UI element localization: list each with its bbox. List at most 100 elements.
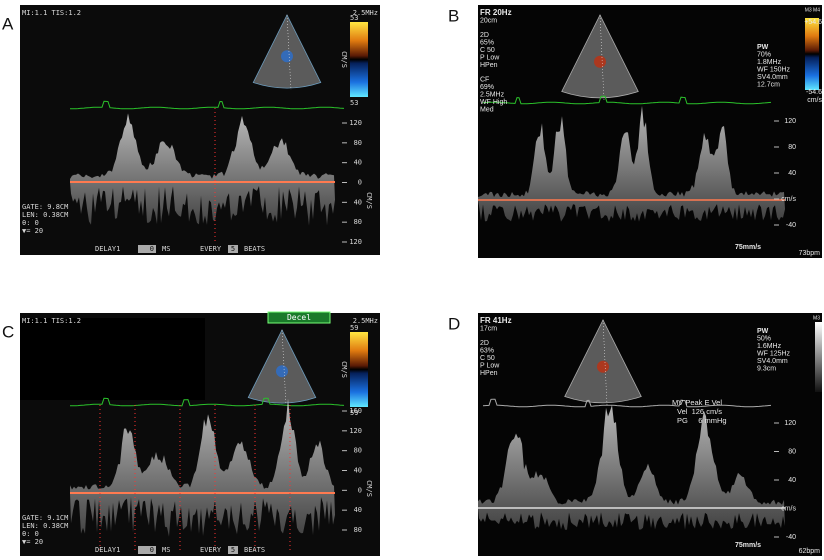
tick-label: 120 — [784, 118, 796, 125]
pw-info: WF 150Hz — [757, 66, 791, 73]
echo-color — [276, 365, 288, 378]
pw-info: PW — [757, 44, 769, 51]
footer: MS — [162, 546, 170, 554]
bar-title: M3 M4 — [805, 7, 821, 13]
gate-info: GATE: 9.8CM — [22, 203, 68, 211]
tick-label: 0 — [358, 486, 362, 494]
pw-info: SV4.0mm — [757, 358, 788, 365]
bar-title: M3 — [813, 315, 820, 321]
scale-min: 59 — [350, 409, 358, 417]
footer: MS — [162, 245, 170, 253]
pw-info: PW — [757, 328, 769, 335]
tick-label: 40 — [354, 467, 362, 475]
sample-line — [599, 14, 605, 101]
gate-info: LEN: 0.38CM — [22, 211, 68, 219]
tick-label: 120 — [349, 119, 362, 127]
scale-max: 59 — [350, 324, 358, 332]
mode-info: C 50 — [480, 355, 495, 362]
echo-color — [594, 55, 606, 68]
tick-label: 80 — [788, 448, 796, 455]
scale-unit: CM/S — [340, 361, 348, 378]
doppler-spectrum — [478, 405, 785, 530]
mode-info: 65% — [480, 39, 494, 46]
pw-info: 12.7cm — [757, 81, 780, 88]
gate-info: ▼= 20 — [22, 227, 43, 235]
scale-min: 53 — [350, 99, 358, 107]
gate-info: ▼= 20 — [22, 538, 43, 546]
bar-max: +54.6 — [804, 19, 822, 26]
mode-info: 2D — [480, 340, 489, 347]
value-box — [138, 546, 156, 554]
pw-info: SV4.0mm — [757, 74, 788, 81]
measurement: PG 6 mmHg — [677, 416, 727, 425]
panel-label: D — [448, 314, 460, 333]
pw-info: 70% — [757, 51, 771, 58]
footer-value: 5 — [231, 546, 235, 554]
tick-label: 80 — [788, 144, 796, 151]
pw-info: WF 125Hz — [757, 350, 791, 357]
frequency: 2.5MHz — [353, 317, 378, 325]
pw-info: 1.8MHz — [757, 59, 782, 66]
tick-label: 40 — [354, 198, 362, 206]
value-box — [138, 245, 156, 253]
mode-info: P Low — [480, 362, 500, 369]
mode-info: HPen — [480, 62, 498, 69]
header: MI:1.1 TIS:1.2 — [22, 317, 81, 325]
panel-bg — [20, 5, 380, 255]
value-box — [228, 245, 238, 253]
color-bar — [805, 18, 819, 90]
echo-color — [281, 50, 293, 63]
mode-info: 17cm — [480, 325, 497, 332]
tick-label: 120 — [784, 420, 796, 427]
tag: Decel — [287, 313, 311, 322]
header: MI:1.1 TIS:1.2 — [22, 9, 81, 17]
tick-label: -40 — [786, 222, 796, 229]
tick-label: 40 — [354, 159, 362, 167]
footer: EVERY — [200, 245, 222, 253]
ecg-trace — [482, 95, 772, 105]
gate-info: GATE: 9.1CM — [22, 514, 68, 522]
gate-info: LEN: 0.38CM — [22, 522, 68, 530]
ecg-trace — [482, 398, 772, 408]
measurement: MV Peak E Vel — [672, 398, 722, 407]
tick-label: cm/s — [781, 505, 796, 512]
mode-info: HPen — [480, 370, 498, 377]
panel-label: C — [2, 322, 14, 341]
mode-info: FR 20Hz — [480, 8, 512, 17]
mode-info: 2D — [480, 32, 489, 39]
bar-unit: cm/s — [807, 97, 822, 104]
mode-info: 69% — [480, 84, 494, 91]
gate-info: θ: 0 — [22, 219, 39, 227]
panel-bg — [478, 5, 822, 258]
doppler-spectrum — [478, 105, 785, 222]
ecg-trace — [70, 397, 345, 407]
doppler-spectrum — [70, 398, 335, 537]
doppler-spectrum — [70, 113, 335, 226]
sample-line — [602, 319, 608, 406]
sweep-speed: 75mm/s — [735, 244, 761, 251]
tick-label: 160 — [349, 407, 362, 415]
mode-info: Med — [480, 106, 494, 113]
mode-info: 2.5MHz — [480, 91, 505, 98]
ecg-trace — [70, 100, 345, 110]
footer-value: 5 — [231, 245, 235, 253]
tick-label: 120 — [349, 238, 362, 246]
pw-info: 1.6MHz — [757, 343, 782, 350]
color-bar — [350, 332, 368, 407]
footer-value: 0 — [150, 546, 154, 554]
measurement: Vel 126 cm/s — [677, 407, 722, 416]
color-bar — [815, 322, 822, 392]
footer: BEATS — [244, 546, 265, 554]
tick-label: 80 — [354, 526, 362, 534]
heart-rate: 73bpm — [799, 250, 821, 257]
tick-label: 40 — [354, 506, 362, 514]
tick-label: 40 — [788, 170, 796, 177]
color-bar — [350, 22, 368, 97]
footer: BEATS — [244, 245, 265, 253]
pw-info: 9.3cm — [757, 365, 776, 372]
pw-info: 50% — [757, 335, 771, 342]
